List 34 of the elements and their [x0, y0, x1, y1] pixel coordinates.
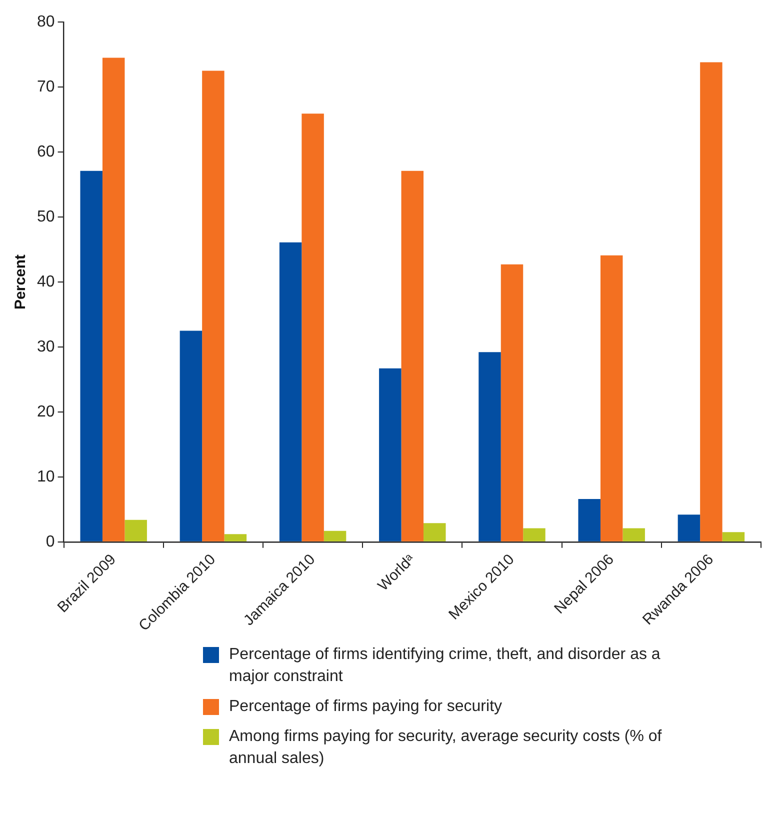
bar	[722, 532, 745, 542]
y-tick-label: 70	[37, 78, 55, 96]
bar	[678, 514, 700, 542]
bar	[102, 58, 125, 542]
bar	[279, 242, 302, 542]
y-tick-label: 0	[46, 533, 55, 550]
bar	[424, 523, 446, 542]
bar	[379, 368, 402, 542]
y-tick-label: 10	[37, 468, 55, 486]
legend-label: Percentage of firms paying for security	[229, 697, 502, 717]
bar	[202, 70, 224, 542]
bar	[124, 520, 147, 542]
bar	[600, 255, 623, 542]
bar	[578, 499, 600, 542]
bar	[180, 330, 202, 542]
bar	[622, 528, 645, 542]
legend-label: Percentage of firms identifying crime, theft, and disorder as a major constraint	[229, 645, 662, 687]
bar	[478, 352, 501, 542]
y-tick-label: 50	[37, 208, 55, 226]
y-tick-label: 30	[37, 338, 55, 356]
bar	[302, 114, 324, 542]
legend-label: Among firms paying for security, average security costs (% of annual sales)	[229, 727, 663, 769]
y-tick-label: 80	[37, 13, 55, 30]
bar	[401, 170, 424, 542]
y-tick-label: 20	[37, 403, 55, 420]
bar	[224, 534, 247, 542]
bar	[80, 170, 102, 542]
bar	[700, 62, 722, 542]
y-tick-label: 40	[37, 273, 55, 290]
y-tick-label: 60	[37, 143, 55, 160]
bar	[500, 264, 524, 542]
bar	[324, 530, 346, 542]
bar	[523, 528, 546, 542]
y-axis-title: Percent	[12, 254, 30, 310]
